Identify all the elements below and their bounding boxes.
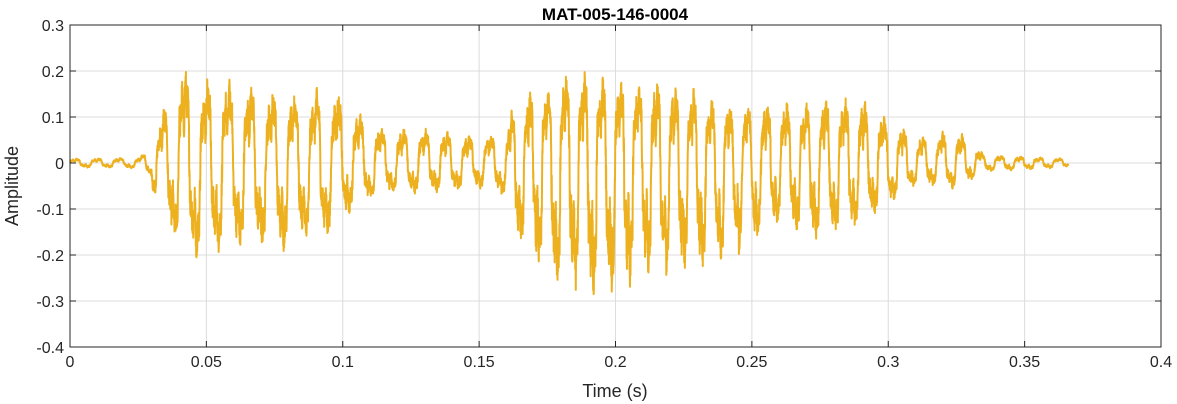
y-tick-label: -0.4 — [36, 340, 64, 357]
y-tick-label: -0.1 — [36, 202, 64, 219]
x-axis-label: Time (s) — [582, 381, 647, 401]
x-tick-label: 0.2 — [604, 354, 626, 371]
axis-ticks: 0 0.05 0.1 0.15 0.2 0.25 0.3 0.35 0.4 -0.4 -0.3 -0.… — [36, 18, 1172, 371]
y-tick-label: 0.3 — [42, 18, 64, 35]
x-tick-label: 0.05 — [191, 354, 222, 371]
x-tick-label: 0.1 — [332, 354, 354, 371]
chart-title: MAT-005-146-0004 — [542, 5, 689, 24]
x-tick-label: 0.3 — [877, 354, 899, 371]
x-tick-label: 0.25 — [736, 354, 767, 371]
x-tick-label: 0 — [66, 354, 75, 371]
x-tick-label: 0.35 — [1009, 354, 1040, 371]
waveform-line — [69, 70, 1070, 296]
y-axis-label: Amplitude — [2, 146, 22, 226]
y-tick-label: -0.2 — [36, 248, 64, 265]
y-tick-label: 0.2 — [42, 64, 64, 81]
y-tick-label: 0.1 — [42, 110, 64, 127]
waveform-series — [69, 70, 1070, 296]
x-tick-label: 0.15 — [464, 354, 495, 371]
y-tick-label: -0.3 — [36, 294, 64, 311]
x-tick-label: 0.4 — [1150, 354, 1172, 371]
y-tick-label: 0 — [55, 156, 64, 173]
